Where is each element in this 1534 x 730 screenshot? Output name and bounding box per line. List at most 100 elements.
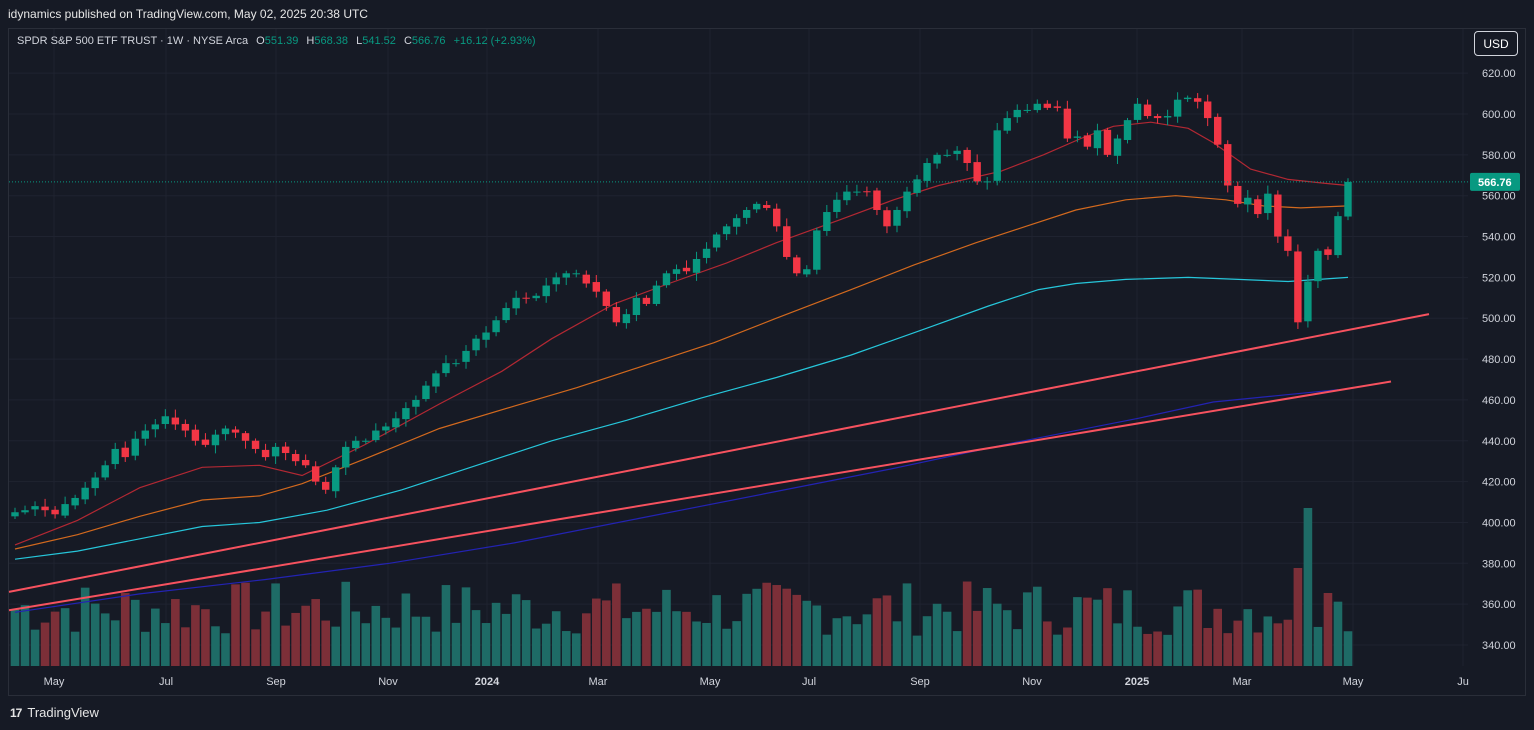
candle: [722, 226, 731, 235]
volume-bar: [191, 605, 200, 666]
candle: [1053, 106, 1062, 108]
volume-bar: [1073, 597, 1082, 666]
candle: [632, 297, 641, 316]
currency-button[interactable]: USD: [1474, 31, 1518, 56]
candle: [973, 162, 981, 182]
tradingview-logo-icon: 17: [10, 705, 22, 720]
candle: [512, 297, 520, 309]
candle: [903, 191, 911, 212]
volume-bar: [291, 612, 300, 666]
volume-bar: [1083, 597, 1092, 666]
volume-bar: [40, 622, 50, 666]
volume-bar: [1293, 568, 1303, 666]
candle: [1234, 185, 1242, 204]
candle: [201, 439, 210, 445]
high-label: H: [306, 35, 315, 47]
candle: [151, 424, 160, 430]
ma-long-line: [14, 389, 1339, 613]
candle: [532, 295, 540, 299]
candle: [1344, 181, 1352, 217]
x-tick-label: May: [44, 676, 65, 688]
volume-bar: [171, 599, 180, 666]
volume-bar: [742, 593, 751, 666]
candle: [11, 512, 19, 517]
volume-bar: [421, 616, 431, 666]
candle: [1163, 116, 1172, 118]
change-value: +16.12 (+2.93%): [453, 35, 536, 47]
candle: [642, 297, 651, 304]
candle: [181, 423, 190, 431]
candle: [402, 408, 410, 420]
low-value: 541.52: [362, 35, 396, 47]
candle: [943, 154, 951, 156]
candle: [953, 150, 961, 154]
candle: [1193, 98, 1202, 102]
volume-bar: [722, 628, 731, 666]
y-tick-label: 400.00: [1482, 517, 1516, 529]
candle: [993, 130, 1001, 181]
candle: [81, 487, 89, 500]
y-tick-label: 620.00: [1482, 68, 1516, 80]
y-tick-label: 420.00: [1482, 477, 1516, 489]
candle: [572, 273, 580, 275]
volume-bar: [952, 631, 962, 666]
volume-bar: [1323, 593, 1333, 666]
candle: [321, 481, 330, 490]
volume-bar: [231, 584, 240, 666]
volume-bar: [161, 623, 170, 666]
candle: [1013, 109, 1021, 118]
volume-bar: [1203, 627, 1212, 666]
volume-bar: [331, 626, 341, 666]
volume-bar: [782, 588, 792, 666]
last-price-badge: [1470, 172, 1520, 191]
volume-bar: [581, 613, 591, 666]
y-tick-label: 520.00: [1482, 272, 1516, 284]
trendline-1: [8, 313, 1430, 593]
volume-bar: [50, 611, 60, 666]
candle: [1123, 120, 1132, 140]
volume-bar: [832, 618, 842, 666]
candle: [221, 428, 230, 435]
volume-bar: [110, 620, 120, 666]
candle: [131, 438, 139, 456]
candle: [1284, 236, 1292, 251]
volume-bar: [672, 611, 681, 666]
x-tick-label: Ju: [1457, 676, 1469, 688]
candle: [612, 307, 621, 323]
volume-bar: [10, 609, 20, 666]
high-value: 568.38: [314, 35, 349, 47]
candle: [1224, 144, 1232, 186]
volume-bar: [922, 616, 932, 666]
candle: [241, 433, 250, 441]
candle: [803, 269, 811, 275]
volume-bar: [1243, 609, 1253, 666]
candle: [1153, 116, 1162, 119]
volume-bar: [902, 583, 912, 666]
candle: [352, 440, 360, 449]
volume-bar: [1022, 592, 1032, 666]
close-value: 566.76: [411, 35, 446, 47]
volume-bar: [1133, 626, 1142, 666]
candle: [1274, 194, 1282, 237]
volume-bar: [932, 603, 942, 666]
volume-bar: [1033, 586, 1042, 666]
candle: [562, 273, 570, 278]
candle: [1073, 136, 1082, 138]
y-tick-label: 460.00: [1482, 395, 1516, 407]
candle: [1173, 99, 1182, 117]
candle: [41, 506, 49, 511]
open-label: O: [256, 35, 265, 47]
candle: [1113, 138, 1122, 156]
volume-bar: [1002, 610, 1012, 666]
volume-bar: [531, 628, 541, 666]
volume-bar: [822, 634, 832, 666]
volume-bar: [762, 582, 771, 666]
candle: [893, 209, 901, 226]
candle: [602, 291, 611, 306]
candle: [963, 149, 971, 164]
volume-bar: [812, 605, 822, 666]
candle: [1264, 193, 1272, 214]
candle: [843, 191, 851, 201]
candle: [793, 257, 801, 274]
